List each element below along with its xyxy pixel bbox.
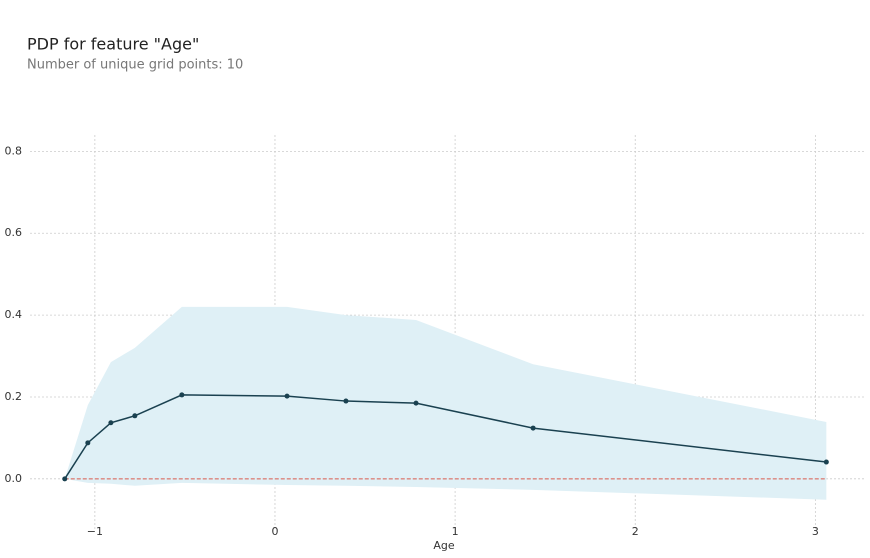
y-tick-label: 0.0 bbox=[5, 472, 23, 485]
x-tick-label: 0 bbox=[271, 525, 278, 538]
y-tick-label: 0.2 bbox=[5, 390, 23, 403]
chart-title: PDP for feature "Age" bbox=[27, 35, 199, 54]
pdp-point bbox=[284, 393, 290, 399]
x-tick-label: 3 bbox=[812, 525, 819, 538]
y-tick-label: 0.4 bbox=[5, 308, 23, 321]
pdp-point bbox=[823, 459, 829, 465]
pdp-point bbox=[343, 398, 349, 404]
x-axis-label: Age bbox=[433, 539, 455, 552]
pdp-point bbox=[179, 392, 185, 398]
pdp-point bbox=[530, 425, 536, 431]
pdp-point bbox=[62, 476, 68, 482]
x-tick-label: −1 bbox=[87, 525, 103, 538]
chart-subtitle: Number of unique grid points: 10 bbox=[27, 58, 243, 73]
x-tick-label: 1 bbox=[452, 525, 459, 538]
y-tick-label: 0.8 bbox=[5, 144, 23, 157]
pdp-line bbox=[64, 394, 827, 480]
y-tick-label: 0.6 bbox=[5, 226, 23, 239]
x-tick-label: 2 bbox=[632, 525, 639, 538]
pdp-point bbox=[132, 413, 138, 419]
pdp-point bbox=[108, 420, 114, 426]
confidence-band bbox=[64, 306, 827, 500]
pdp-point bbox=[85, 440, 91, 446]
pdp-point bbox=[413, 400, 419, 406]
